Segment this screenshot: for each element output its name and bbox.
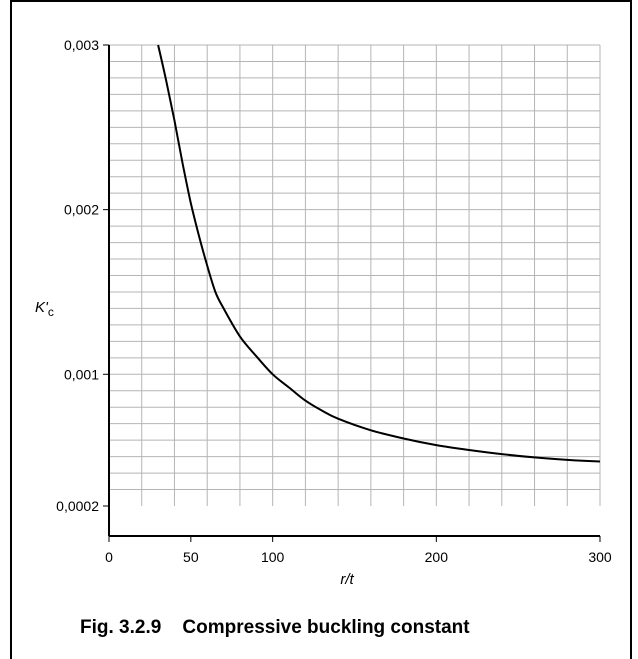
- figure-caption: Fig. 3.2.9 Compressive buckling constant: [80, 617, 470, 638]
- tick-labels: 0 50 100 200 300 0,003 0,002 0,001 0,0002: [56, 37, 612, 565]
- series-lines: [157, 44, 601, 463]
- x-tick-label: 200: [425, 549, 449, 565]
- x-axis-label: r/t: [340, 571, 354, 588]
- x-tick-label: 300: [588, 549, 612, 565]
- y-tick-label: 0,003: [64, 37, 99, 53]
- y-tick-label: 0,001: [64, 366, 99, 382]
- x-tick-label: 0: [105, 549, 113, 565]
- y-tick-label: 0,0002: [56, 498, 99, 514]
- y-axis-label: K'c: [35, 299, 54, 319]
- axes: [108, 45, 600, 537]
- grid: [109, 44, 601, 506]
- y-tick-label: 0,002: [64, 202, 99, 218]
- x-tick-label: 100: [261, 549, 285, 565]
- x-tick-label: 50: [183, 549, 199, 565]
- figure-frame: [10, 0, 632, 659]
- series-line: [157, 44, 601, 463]
